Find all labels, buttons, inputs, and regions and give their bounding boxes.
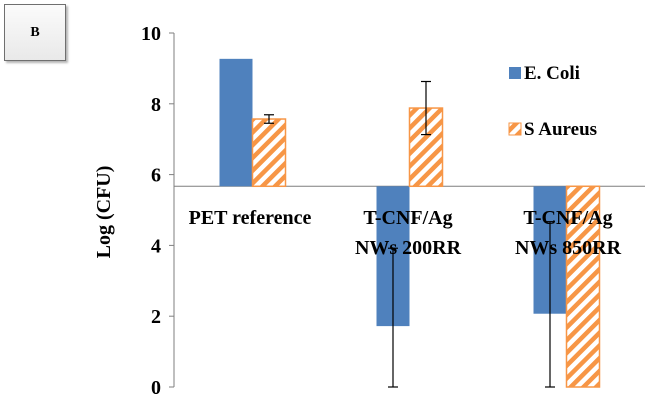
category-label: NWs 850RR — [515, 237, 622, 259]
bar — [251, 118, 287, 188]
y-axis-title: Log (CFU) — [93, 166, 115, 259]
category-labels: PET reference T-CNF/Ag NWs 200RR T-CNF/Ag NW… — [189, 207, 622, 259]
category-label: T-CNF/Ag — [523, 207, 612, 229]
bar — [219, 58, 253, 187]
legend-label: S Aureus — [524, 119, 597, 140]
y-tick-label: 8 — [151, 94, 161, 116]
category-label: T-CNF/Ag — [363, 207, 452, 229]
category-label: PET reference — [189, 207, 312, 229]
legend-swatch — [508, 122, 522, 136]
y-tick-label: 10 — [141, 23, 161, 45]
y-tick-label: 4 — [151, 235, 161, 257]
legend: E. Coli S Aureus — [508, 63, 597, 140]
legend-label: E. Coli — [524, 63, 580, 84]
y-tick-label: 0 — [151, 377, 161, 396]
legend-swatch — [509, 67, 521, 79]
bar — [565, 185, 601, 388]
category-label: NWs 200RR — [355, 237, 462, 259]
panel-label: B — [4, 4, 66, 61]
y-tick-label: 6 — [151, 165, 161, 187]
y-tick-label: 2 — [151, 306, 161, 328]
error-bars — [264, 80, 555, 388]
